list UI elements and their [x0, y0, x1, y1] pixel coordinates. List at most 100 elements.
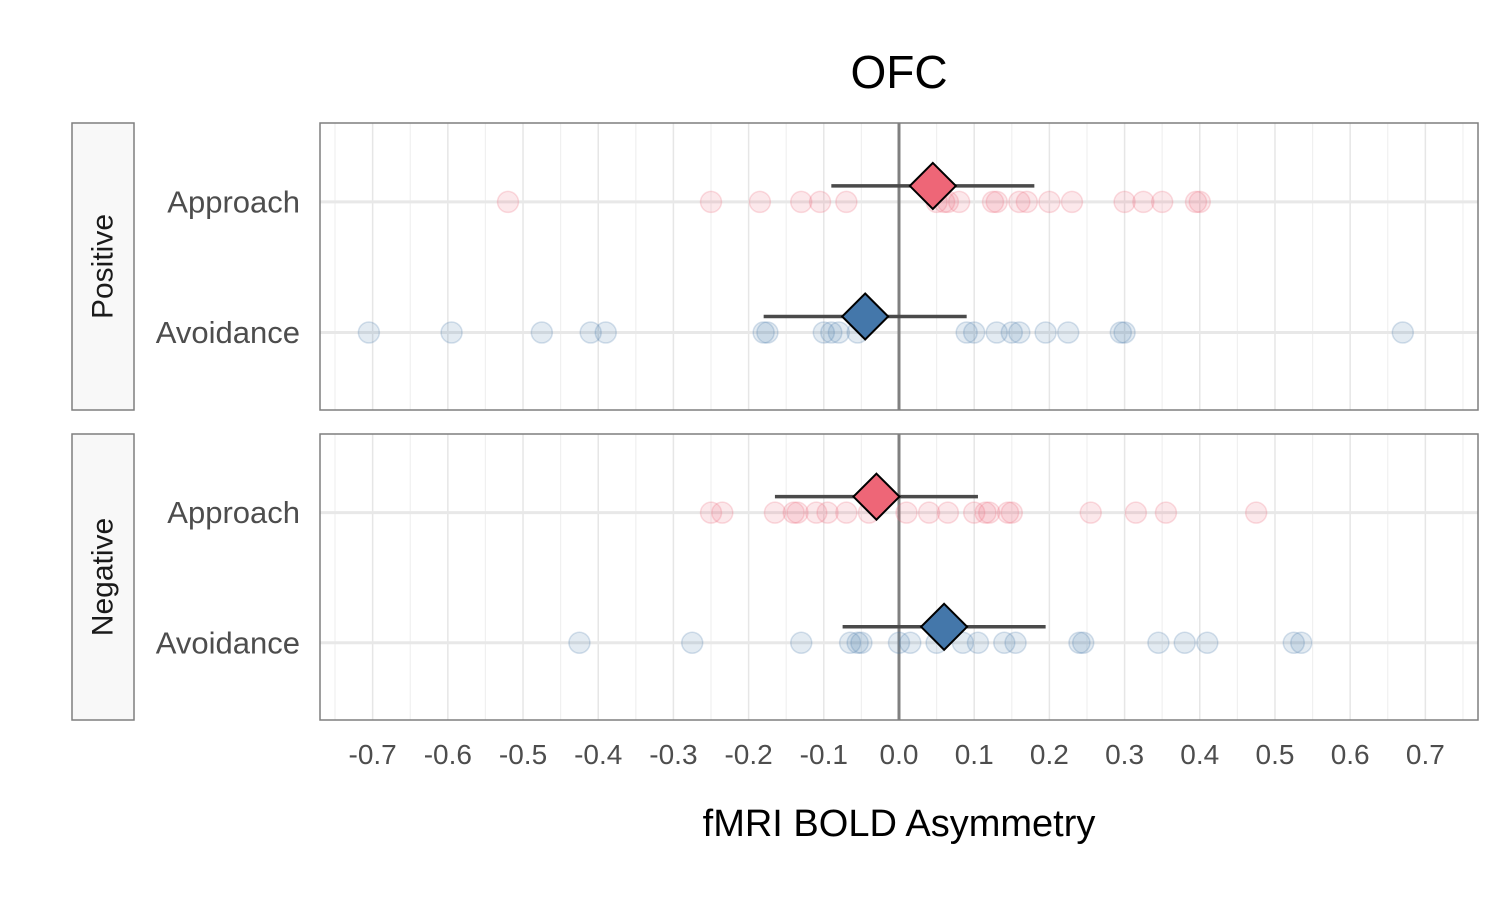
data-point [440, 321, 463, 344]
data-point [1147, 631, 1170, 655]
mean-marker [919, 602, 969, 652]
data-point [594, 321, 617, 344]
category-label: Avoidance [156, 315, 300, 350]
data-point [993, 631, 1016, 655]
data-point [1008, 190, 1031, 214]
category-label: Avoidance [156, 625, 300, 660]
data-point [1188, 190, 1212, 214]
x-tick-label: -0.2 [724, 739, 772, 770]
panel-positive: Positive Approach Avoidance [71, 122, 1479, 411]
x-tick-label: -0.6 [424, 739, 472, 770]
x-tick-label: 0.5 [1256, 739, 1295, 770]
panel-negative: Negative Approach Avoidance [71, 433, 1479, 721]
data-point [962, 321, 986, 344]
data-point [789, 190, 813, 214]
data-point [1079, 501, 1102, 524]
data-point [1184, 190, 1208, 214]
data-point [962, 501, 986, 524]
data-point [579, 321, 602, 344]
data-point [887, 631, 911, 655]
facet-label: Negative [87, 518, 120, 636]
series-approach [496, 161, 1212, 214]
data-point [846, 631, 869, 655]
data-point [1109, 321, 1133, 344]
data-point [1068, 631, 1091, 655]
data-point [1015, 190, 1039, 214]
x-tick-label: -0.7 [349, 739, 397, 770]
data-point [895, 501, 918, 524]
x-tick-label: 0.6 [1331, 739, 1370, 770]
data-point [786, 501, 809, 524]
data-point [756, 321, 779, 344]
data-point [955, 321, 978, 344]
data-point [1196, 631, 1219, 655]
data-point [357, 321, 381, 344]
data-point [835, 501, 858, 524]
data-point [835, 190, 858, 214]
x-axis-label: fMRI BOLD Asymmetry [703, 803, 1096, 845]
data-point [763, 501, 787, 524]
data-point [1150, 190, 1174, 214]
data-point [789, 631, 813, 655]
data-point [752, 321, 775, 344]
data-point [1038, 190, 1061, 214]
data-point [966, 631, 990, 655]
data-point [805, 501, 828, 524]
data-point [1154, 501, 1178, 524]
data-point [1071, 631, 1095, 655]
data-point [1113, 321, 1136, 344]
data-point [936, 501, 960, 524]
data-point [1282, 631, 1306, 655]
data-point [1124, 501, 1148, 524]
data-point [568, 631, 591, 655]
data-point [1391, 321, 1415, 344]
facet-strip [71, 122, 135, 411]
x-tick-label: -0.1 [800, 739, 848, 770]
data-point [748, 190, 772, 214]
series-avoidance [568, 602, 1313, 655]
data-point [530, 321, 554, 344]
data-point [947, 190, 971, 214]
data-point [808, 190, 832, 214]
data-point [1000, 501, 1024, 524]
panel-border [319, 433, 1479, 721]
data-point [711, 501, 734, 524]
x-tick-label: 0.0 [880, 739, 919, 770]
data-point [985, 321, 1009, 344]
data-point [1034, 321, 1057, 344]
data-point [985, 190, 1009, 214]
data-point [699, 190, 723, 214]
x-tick-label: 0.3 [1105, 739, 1144, 770]
data-point [838, 631, 862, 655]
data-point [827, 321, 851, 344]
x-tick-label: 0.4 [1180, 739, 1219, 770]
facet-strip [71, 433, 135, 721]
series-avoidance [357, 292, 1415, 344]
x-tick-label: 0.7 [1406, 739, 1445, 770]
data-point [680, 631, 704, 655]
facet-label: Positive [87, 214, 120, 319]
data-point [1056, 321, 1080, 344]
x-tick-label: 0.1 [955, 739, 994, 770]
data-point [812, 321, 836, 344]
category-label: Approach [167, 184, 300, 219]
series-approach [699, 472, 1268, 524]
data-point [981, 190, 1005, 214]
data-point [1004, 631, 1027, 655]
x-tick-label: -0.4 [574, 739, 622, 770]
data-point [1060, 190, 1084, 214]
data-point [977, 501, 1001, 524]
chart-title: OFC [850, 46, 947, 98]
panel-border [319, 122, 1479, 411]
mean-marker [840, 292, 890, 341]
mean-marker [908, 161, 958, 211]
x-tick-label: 0.2 [1030, 739, 1069, 770]
data-point [1290, 631, 1313, 655]
category-label: Approach [167, 495, 300, 530]
data-point [496, 190, 520, 214]
data-point [699, 501, 723, 524]
mean-marker [852, 472, 901, 522]
x-tick-label: -0.3 [649, 739, 697, 770]
data-point [816, 501, 839, 524]
